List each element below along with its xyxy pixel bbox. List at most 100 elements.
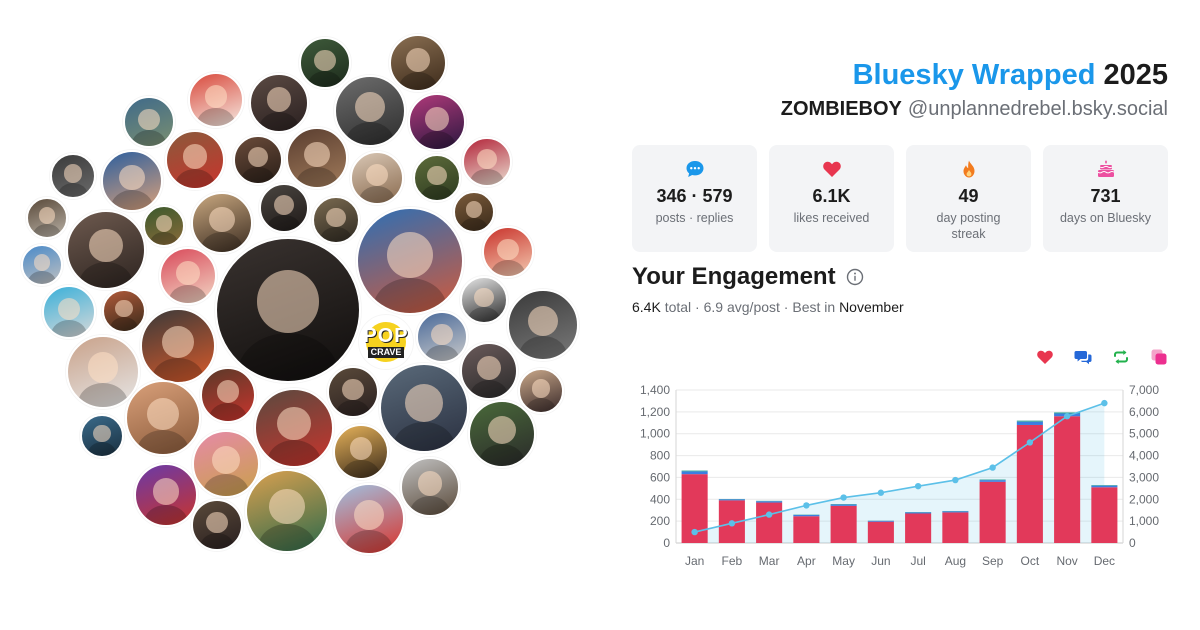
avatar[interactable] <box>66 210 146 290</box>
avatar[interactable] <box>334 75 406 147</box>
avatar-face <box>349 437 373 461</box>
x-tick-label: Jan <box>685 554 704 568</box>
avatar-face <box>342 378 364 400</box>
x-tick-label: Sep <box>982 554 1004 568</box>
avatar[interactable] <box>254 388 334 468</box>
avatar[interactable] <box>165 130 225 190</box>
avatar[interactable] <box>350 151 404 205</box>
title-year: 2025 <box>1103 59 1168 91</box>
avatar-shoulders <box>393 421 455 451</box>
avatar[interactable] <box>460 342 518 400</box>
bar-segment <box>1054 412 1081 414</box>
avatar[interactable] <box>215 237 361 383</box>
left-tick-label: 0 <box>663 536 670 550</box>
wrapped-header: Bluesky Wrapped 2025 ZOMBIEBOY @unplanned… <box>781 58 1168 122</box>
display-name: ZOMBIEBOY <box>780 98 902 120</box>
avatar[interactable] <box>286 127 348 189</box>
avatar[interactable] <box>50 153 96 199</box>
right-tick-label: 3,000 <box>1129 470 1159 484</box>
bar-segment <box>756 501 783 503</box>
avatar[interactable] <box>200 367 256 423</box>
avatar[interactable] <box>192 430 260 498</box>
avatar[interactable] <box>299 37 351 89</box>
avatar[interactable] <box>460 276 508 324</box>
heart-icon[interactable] <box>1036 348 1054 366</box>
avatar[interactable] <box>26 197 68 239</box>
avatar[interactable] <box>102 289 146 333</box>
cumulative-line <box>694 402 1105 533</box>
avatar[interactable] <box>233 135 283 185</box>
avatar[interactable] <box>101 150 163 212</box>
avatar-face <box>211 446 241 475</box>
avatar[interactable] <box>312 196 360 244</box>
avatar-shoulders <box>409 495 451 515</box>
avatar[interactable] <box>143 205 185 247</box>
avatar[interactable] <box>249 73 309 133</box>
avatar[interactable] <box>42 285 96 339</box>
bar-segment <box>1016 421 1043 425</box>
avatar[interactable] <box>389 34 447 92</box>
avatar[interactable] <box>140 308 216 384</box>
avatar[interactable] <box>416 311 468 363</box>
user-handle[interactable]: @unplannedrebel.bsky.social <box>907 98 1168 120</box>
repost-icon[interactable] <box>1112 348 1130 366</box>
avatar[interactable] <box>66 335 140 409</box>
avatar-shoulders <box>344 529 394 553</box>
bar-segment <box>718 499 745 501</box>
avatar[interactable] <box>327 366 379 418</box>
avatar[interactable] <box>400 457 460 517</box>
avatar[interactable] <box>518 368 564 414</box>
avatar[interactable] <box>134 463 198 527</box>
avatar[interactable] <box>245 469 329 553</box>
avatar[interactable] <box>159 247 217 305</box>
avatar[interactable] <box>259 183 309 233</box>
avatar[interactable] <box>125 380 201 456</box>
avatar-face <box>93 424 111 443</box>
reply-bubbles-icon[interactable] <box>1074 348 1092 366</box>
cumulative-point <box>952 476 959 484</box>
avatar-face <box>366 164 388 186</box>
avatar[interactable]: POP CRAVE <box>359 315 413 369</box>
x-tick-label: May <box>832 554 855 568</box>
avatar-face <box>204 85 228 109</box>
avatar-shoulders <box>335 399 371 416</box>
avatar[interactable] <box>80 414 124 458</box>
avatar[interactable] <box>482 226 534 278</box>
avatar-shoulders <box>131 129 167 146</box>
avatar[interactable] <box>191 192 253 254</box>
logo-word: CRAVE <box>367 347 405 358</box>
avatar-shoulders <box>296 167 338 187</box>
avatar[interactable] <box>507 289 579 361</box>
bar-segment <box>905 512 932 514</box>
x-tick-label: Apr <box>797 554 816 568</box>
avatar[interactable] <box>468 400 536 468</box>
info-icon[interactable] <box>846 268 864 286</box>
avatar-shoulders <box>320 227 352 242</box>
avatar[interactable] <box>333 424 389 480</box>
pop-crave-logo: POP CRAVE <box>363 322 408 362</box>
avatar-shoulders <box>236 332 340 381</box>
avatar[interactable] <box>191 499 243 551</box>
cumulative-point <box>840 494 847 501</box>
avatar[interactable] <box>413 154 461 202</box>
quote-icon[interactable] <box>1150 348 1168 366</box>
avatar-shoulders <box>258 523 316 551</box>
avatar[interactable] <box>462 137 512 187</box>
avatar[interactable] <box>453 191 495 233</box>
avatar[interactable] <box>379 363 469 453</box>
avatar[interactable] <box>333 483 405 555</box>
right-tick-label: 6,000 <box>1129 405 1159 419</box>
left-tick-label: 1,400 <box>640 383 670 397</box>
page-title: Bluesky Wrapped 2025 <box>781 58 1168 92</box>
avatar[interactable] <box>123 96 175 148</box>
avatar-face <box>162 325 194 358</box>
avatar[interactable] <box>188 72 244 128</box>
avatar[interactable] <box>408 93 466 151</box>
avatar-face <box>87 352 119 384</box>
avatar[interactable] <box>21 244 63 286</box>
x-tick-label: Jul <box>910 554 925 568</box>
avatar[interactable] <box>356 207 464 315</box>
stat-card-likes: 6.1K likes received <box>769 145 894 252</box>
engagement-title: Your Engagement <box>632 262 1172 292</box>
avatar-shoulders <box>137 429 189 454</box>
